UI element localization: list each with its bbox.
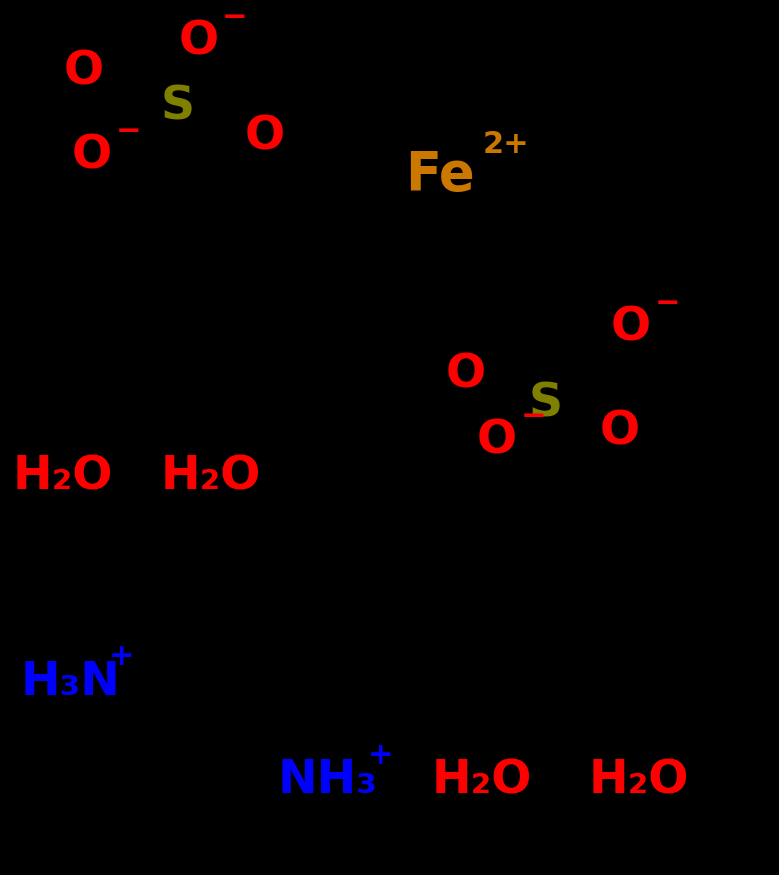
Text: Fe: Fe	[405, 149, 475, 201]
Text: H₂O: H₂O	[589, 758, 689, 803]
Text: H₂O: H₂O	[432, 758, 531, 803]
Text: NH₃: NH₃	[277, 758, 377, 803]
Text: O: O	[178, 19, 219, 65]
Text: −: −	[222, 4, 248, 32]
Text: H₃N: H₃N	[20, 660, 120, 705]
Text: 2+: 2+	[483, 130, 530, 159]
Text: +: +	[368, 741, 393, 770]
Text: S: S	[528, 382, 562, 427]
Text: O: O	[611, 305, 651, 351]
Text: −: −	[654, 290, 680, 318]
Text: −: −	[520, 402, 546, 431]
Text: H₂O: H₂O	[160, 454, 260, 500]
Text: O: O	[245, 115, 285, 160]
Text: O: O	[64, 49, 104, 94]
Text: O: O	[599, 410, 640, 455]
Text: O: O	[72, 133, 112, 178]
Text: +: +	[109, 642, 135, 671]
Text: −: −	[115, 117, 141, 146]
Text: H₂O: H₂O	[12, 454, 112, 500]
Text: S: S	[160, 84, 195, 130]
Text: O: O	[446, 352, 486, 397]
Text: O: O	[477, 418, 517, 464]
